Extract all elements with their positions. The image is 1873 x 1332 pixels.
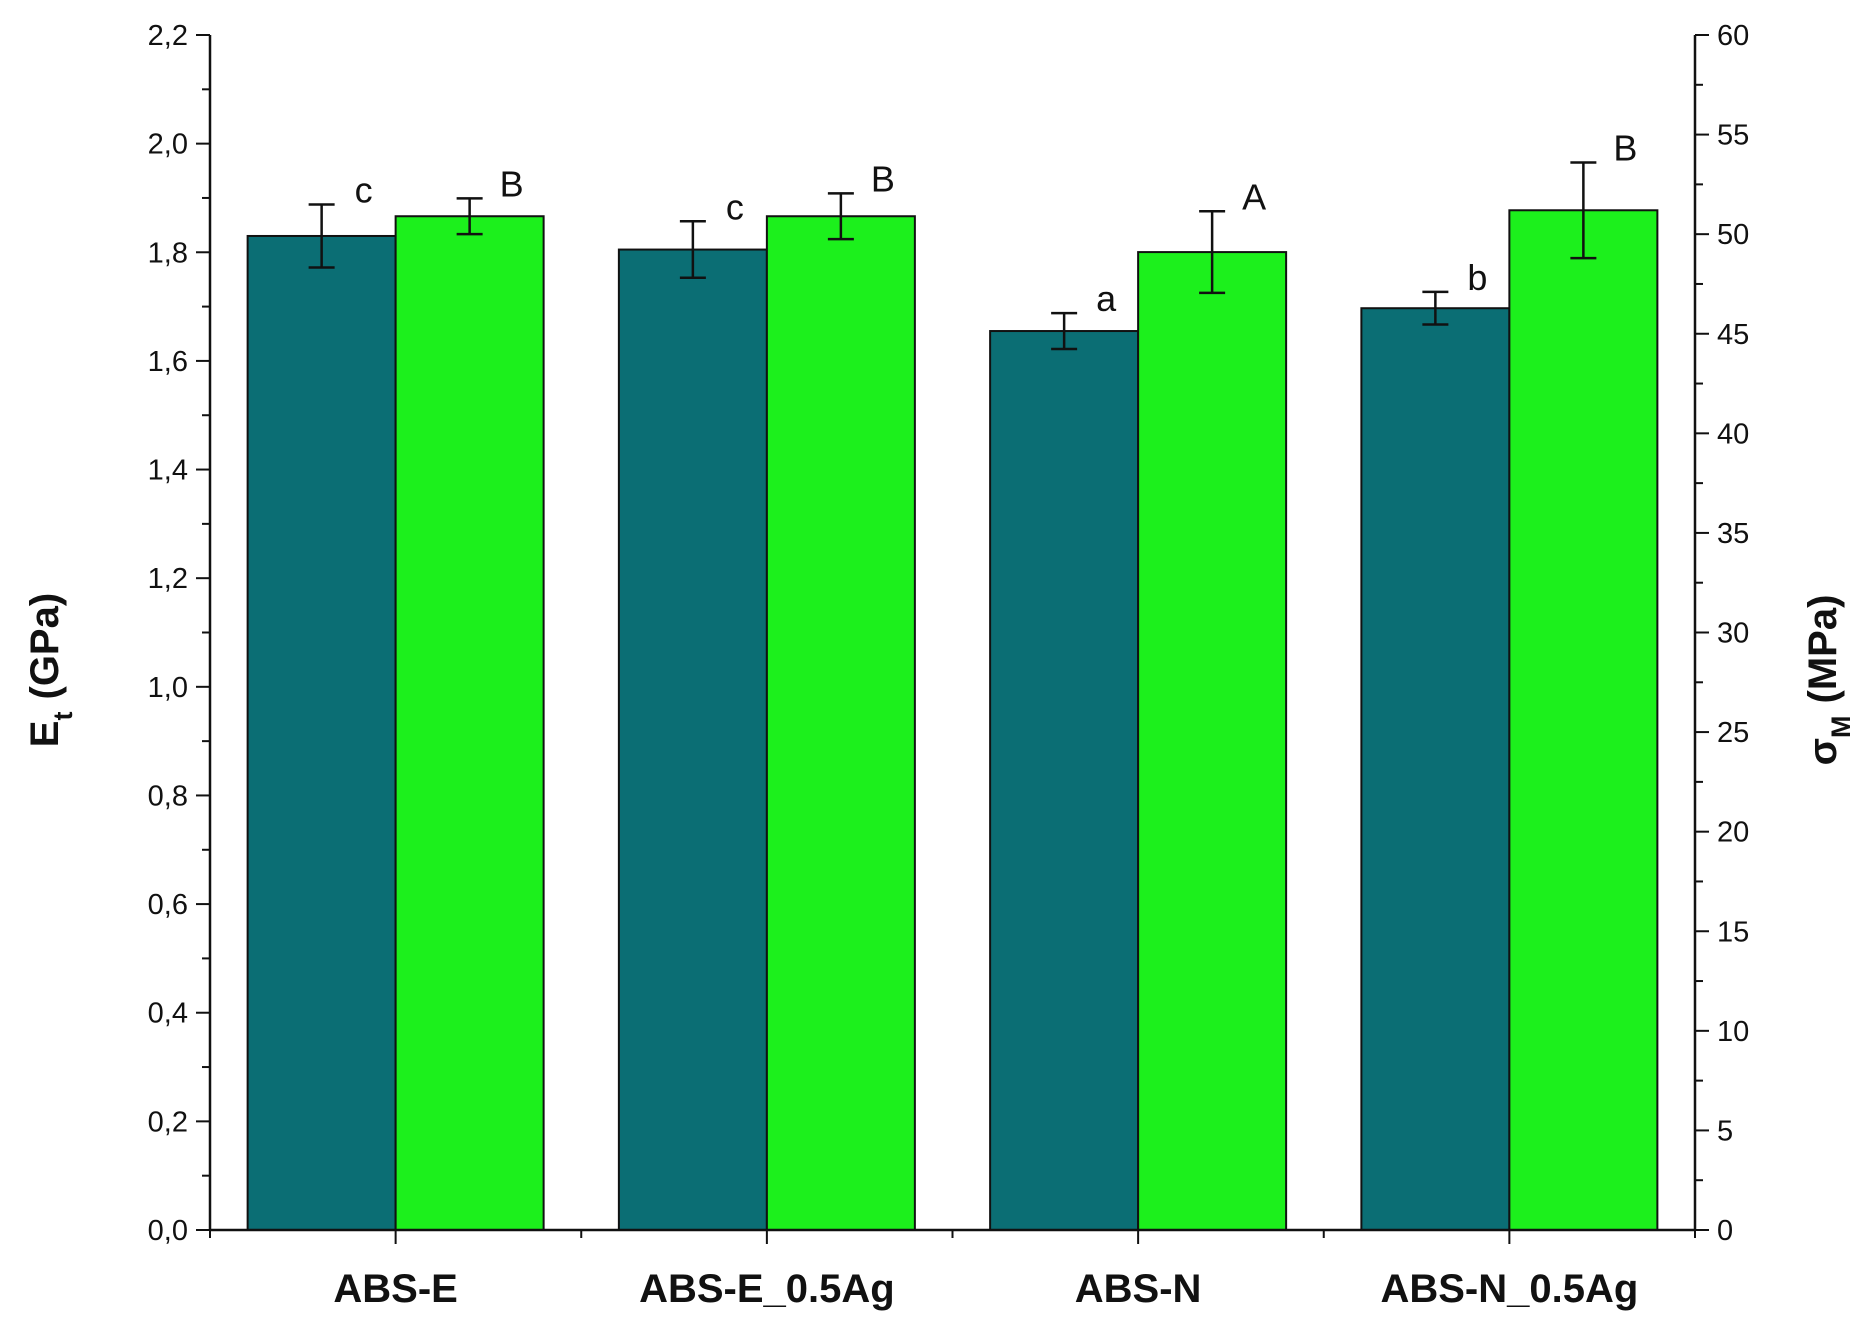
category-label-ABS-N_0.5Ag: ABS-N_0.5Ag — [1380, 1267, 1638, 1311]
annotation-ABS-N_0.5Ag-series-1: b — [1467, 257, 1487, 298]
left-tick-label-9: 1,8 — [148, 237, 188, 269]
left-tick-label-8: 1,6 — [148, 346, 188, 378]
left-axis-title-sub: t — [48, 712, 78, 721]
right-tick-label-5: 25 — [1717, 717, 1749, 749]
right-tick-label-7: 35 — [1717, 518, 1749, 550]
annotation-ABS-E_0.5Ag-series-1: c — [726, 186, 744, 227]
category-label-ABS-E_0.5Ag: ABS-E_0.5Ag — [639, 1267, 895, 1311]
bar-ABS-E-series-2 — [394, 215, 545, 1232]
left-tick-label-4: 0,8 — [148, 780, 188, 812]
left-tick-label-5: 1,0 — [148, 672, 188, 704]
annotation-ABS-E-series-1: c — [355, 169, 373, 210]
left-tick-label-2: 0,4 — [148, 998, 188, 1030]
error-bars-layer — [308, 161, 1597, 351]
bar-ABS-N_0.5Ag-series-2 — [1508, 209, 1659, 1231]
bar-ABS-N-series-2 — [1137, 251, 1288, 1231]
annotation-ABS-E-series-2: B — [500, 163, 524, 204]
bars-layer — [246, 209, 1659, 1232]
bar-ABS-N_0.5Ag-series-1 — [1360, 307, 1511, 1231]
right-axis-title-unit: (MPa) — [1801, 595, 1845, 704]
left-tick-label-11: 2,2 — [148, 20, 188, 52]
right-tick-label-10: 50 — [1717, 219, 1749, 251]
labels-layer: ABS-E ABS-E_0.5Ag ABS-N ABS-N_0.5Ag 0,0 0,2 0,… — [148, 20, 1750, 1311]
bar-ABS-E_0.5Ag-series-1 — [617, 248, 768, 1231]
right-tick-label-0: 0 — [1717, 1215, 1733, 1247]
right-axis-title-sub: M — [1826, 716, 1856, 739]
left-tick-label-7: 1,4 — [148, 455, 188, 487]
annotation-ABS-N-series-2: A — [1242, 176, 1266, 217]
right-tick-label-8: 40 — [1717, 418, 1749, 450]
right-axis-title-main: σ — [1801, 738, 1845, 765]
category-label-ABS-N: ABS-N — [1075, 1267, 1202, 1311]
right-tick-label-9: 45 — [1717, 319, 1749, 351]
right-tick-label-2: 10 — [1717, 1016, 1749, 1048]
annotations-layer: c Bc Ba Ab B — [355, 127, 1638, 319]
bar-ABS-N-series-1 — [989, 330, 1140, 1231]
right-tick-label-11: 55 — [1717, 120, 1749, 152]
category-label-ABS-E: ABS-E — [333, 1267, 457, 1311]
right-tick-label-1: 5 — [1717, 1115, 1733, 1147]
right-tick-label-4: 20 — [1717, 817, 1749, 849]
left-tick-label-6: 1,2 — [148, 563, 188, 595]
right-tick-label-12: 60 — [1717, 20, 1749, 52]
right-tick-label-6: 30 — [1717, 618, 1749, 650]
left-tick-label-3: 0,6 — [148, 889, 188, 921]
right-tick-label-3: 15 — [1717, 916, 1749, 948]
bar-ABS-E_0.5Ag-series-2 — [765, 215, 916, 1232]
left-axis-title-main: E — [23, 721, 67, 748]
annotation-ABS-E_0.5Ag-series-2: B — [871, 158, 895, 199]
left-tick-label-10: 2,0 — [148, 129, 188, 161]
left-axis-title: Et (GPa) — [23, 593, 78, 747]
left-axis-title-unit: (GPa) — [23, 593, 67, 700]
left-tick-label-0: 0,0 — [148, 1215, 188, 1247]
left-tick-label-1: 0,2 — [148, 1106, 188, 1138]
annotation-ABS-N-series-1: a — [1096, 278, 1117, 319]
bar-ABS-E-series-1 — [246, 234, 397, 1231]
right-axis-title: σM (MPa) — [1801, 595, 1856, 766]
axes-layer — [196, 34, 1709, 1244]
annotation-ABS-N_0.5Ag-series-2: B — [1613, 127, 1637, 168]
